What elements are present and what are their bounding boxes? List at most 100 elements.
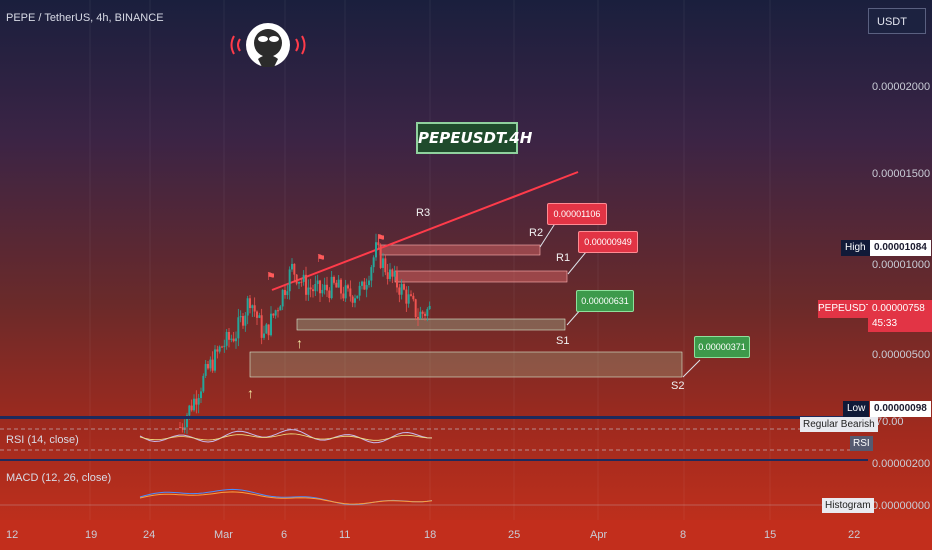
candle-body (419, 311, 422, 319)
time-tick: 12 (6, 529, 18, 541)
candle-body (193, 398, 195, 411)
up-arrow-marker: ↑ (247, 385, 254, 401)
level-label-s2: S2 (671, 380, 685, 392)
symbol-header: PEPE / TetherUS, 4h, BINANCE (6, 12, 164, 24)
up-arrow-marker: ↑ (296, 335, 303, 351)
candle-body (421, 311, 424, 314)
rsi-line (139, 429, 433, 444)
time-tick: 19 (85, 529, 97, 541)
candle-body (316, 280, 319, 284)
candle-body (335, 282, 338, 288)
callout-s1-value: 0.00000631 (576, 290, 634, 312)
logo (230, 23, 306, 67)
price-axis: 0.00002000 0.00001500 0.00001000 0.00000… (872, 81, 930, 512)
candle-body (235, 338, 237, 342)
candle-body (410, 294, 412, 296)
candle-body (293, 263, 296, 275)
candle-body (239, 316, 242, 318)
time-tick: 22 (848, 529, 860, 541)
candle-body (232, 338, 235, 342)
candle-body (351, 296, 354, 303)
candle-body (365, 285, 368, 290)
candle-body (302, 274, 305, 282)
rsi-indicator-label[interactable]: RSI (14, close) (6, 434, 79, 446)
candle-body (340, 279, 342, 294)
candle-body (393, 271, 396, 277)
level-label-r1: R1 (556, 252, 571, 264)
pane-divider-macd (0, 459, 868, 461)
macd-pane (0, 488, 868, 506)
candle-body (309, 287, 312, 290)
candle-body (223, 345, 226, 348)
trendline-r3 (271, 171, 579, 291)
candle-body (384, 258, 387, 273)
candle-body (354, 298, 356, 303)
candle-body (377, 242, 380, 246)
low-label-tag: Low (843, 401, 870, 417)
low-value-tag: 0.00000098 (870, 401, 931, 417)
candle-body (426, 309, 429, 316)
candle-body (216, 349, 219, 352)
candle-body (347, 285, 349, 289)
candle-body (295, 274, 298, 284)
candle-body (218, 346, 221, 352)
candle-body (414, 299, 417, 318)
candle-body (349, 288, 352, 297)
candle-body (195, 398, 198, 405)
candle-body (291, 263, 293, 270)
candle-body (190, 405, 193, 411)
chart-title: PEPEUSDT.4H (416, 122, 532, 154)
candle-body (403, 284, 405, 290)
candle-body (272, 313, 275, 316)
candle-body (330, 276, 333, 299)
candle-body (179, 427, 181, 428)
grid-lines (89, 0, 771, 520)
level-label-r2: R2 (529, 227, 544, 239)
candle-body (221, 346, 223, 348)
candle-body (379, 245, 382, 268)
candle-body (417, 317, 419, 319)
pane-divider-rsi (0, 416, 868, 419)
candle-body (211, 359, 214, 371)
candle-body (183, 427, 186, 429)
candle-body (188, 405, 191, 416)
zone-r2 (379, 244, 541, 256)
candle-body (368, 280, 370, 286)
time-axis: 12 19 24 Mar 6 11 18 25 Apr 8 15 22 (6, 529, 860, 541)
candle-body (209, 359, 212, 369)
current-price-value: 0.00000758 (872, 303, 925, 314)
candle-body (256, 311, 258, 318)
rsi-axis-tick: 70.00 (876, 416, 904, 428)
time-tick: 11 (339, 529, 350, 541)
candle-body (246, 298, 249, 316)
zone-s1 (296, 318, 566, 331)
candle-body (356, 295, 359, 299)
down-flag-marker: ⚑ (266, 271, 276, 283)
high-label-tag: High (841, 240, 870, 256)
candle-body (279, 306, 282, 311)
candle-body (319, 280, 321, 294)
time-tick: 15 (764, 529, 776, 541)
candle-body (337, 279, 340, 288)
candle-body (382, 258, 384, 268)
macd-indicator-label[interactable]: MACD (12, 26, close) (6, 472, 112, 484)
candle-body (270, 313, 272, 336)
candle-body (314, 283, 317, 292)
level-label-r3: R3 (416, 207, 431, 219)
candle-body (214, 349, 216, 371)
time-tick: 25 (508, 529, 520, 541)
candle-body (286, 291, 289, 296)
candle-body (260, 315, 263, 338)
candle-body (363, 281, 366, 290)
candle-body (398, 287, 401, 295)
candle-body (230, 338, 233, 340)
time-tick: 6 (281, 529, 287, 541)
candle-body (288, 269, 291, 292)
rsi-badge: RSI (850, 436, 873, 451)
time-tick: 18 (424, 529, 436, 541)
candle-body (253, 305, 256, 312)
candle-body (358, 285, 361, 296)
rsi-pane (0, 428, 868, 451)
currency-selector[interactable]: USDT (868, 8, 926, 34)
candle-body (424, 313, 426, 316)
